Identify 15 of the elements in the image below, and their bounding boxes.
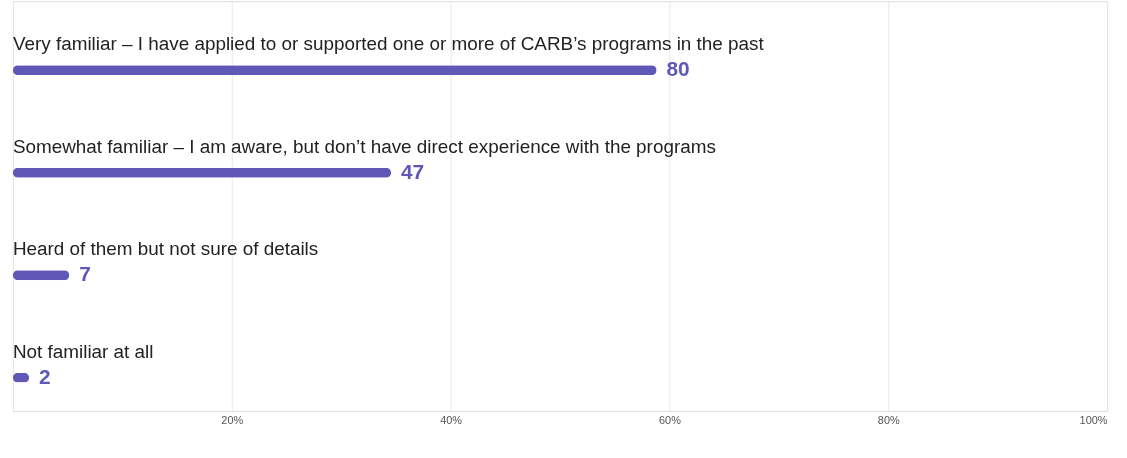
y-tick-label: Heard of them but not sure of details xyxy=(12,238,319,260)
y-tick-label: Very familiar – I have applied to or supported one or more of CARB’s programs in the past xyxy=(12,33,765,55)
x2-tick-label: 40% xyxy=(440,414,463,427)
data-label: 80 xyxy=(666,57,690,81)
data-label: 47 xyxy=(401,159,425,183)
x2-tick-label: 20% xyxy=(221,414,244,427)
y-tick-label: Somewhat familiar – I am aware, but don’t have direct experience with the programs xyxy=(12,135,716,157)
data-label: 2 xyxy=(38,364,51,388)
bar xyxy=(12,65,657,76)
x2-tick-label: 100% xyxy=(1079,414,1108,427)
y-tick-label: Not familiar at all xyxy=(12,340,154,362)
bar xyxy=(12,167,392,178)
data-label: 7 xyxy=(79,262,91,286)
x2-tick-label: 60% xyxy=(658,414,682,427)
x2-tick-label: 80% xyxy=(877,414,900,427)
